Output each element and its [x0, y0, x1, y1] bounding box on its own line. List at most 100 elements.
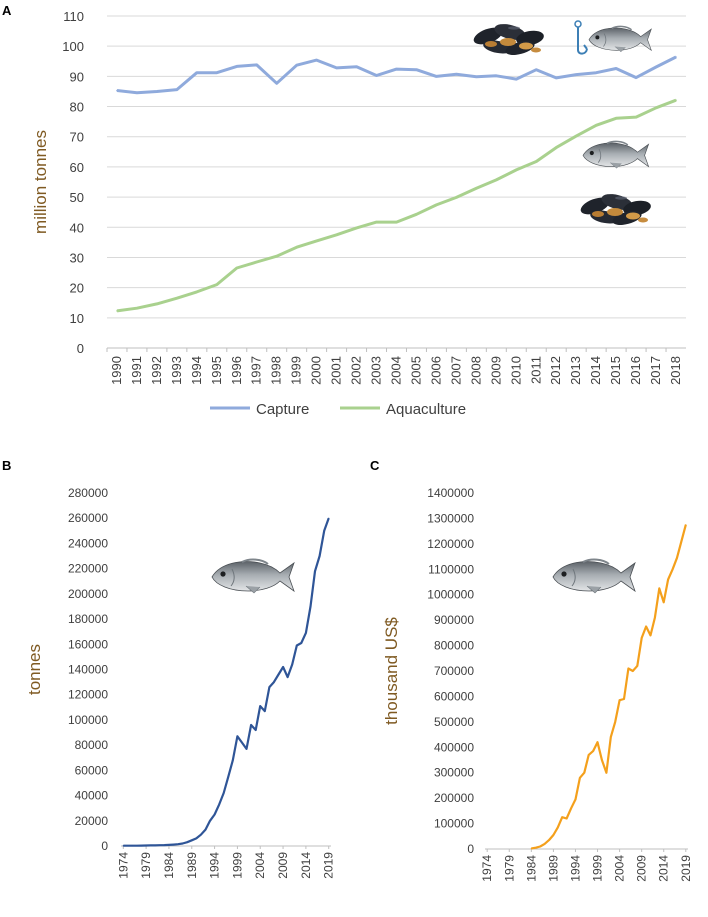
- panel-a-x-tick-labels: 1990 1991 1992 1993 1994 1995 1996 1997 1998 1999…: [106, 348, 683, 385]
- fish-image-panel-b: [211, 558, 295, 594]
- panel-a-legend: Capture Aquaculture: [210, 401, 466, 418]
- panel-a-point-capture: [615, 67, 617, 70]
- panel-b-point: [227, 776, 229, 778]
- panel-c-point: [588, 754, 590, 756]
- panel-a-point-capture: [176, 88, 178, 91]
- panel-a-x-tick-label: 1999: [289, 356, 304, 385]
- panel-c-y-tick-label: 500000: [434, 715, 474, 729]
- panel-a-y-axis-label: million tonnes: [31, 130, 50, 234]
- panel-a-point-capture: [335, 67, 338, 69]
- panel-a-point-aquaculture: [415, 213, 418, 216]
- panel-c-point: [552, 834, 555, 836]
- panel-c-y-tick-label: 100000: [434, 817, 474, 831]
- panel-a-point-aquaculture: [675, 99, 677, 102]
- panel-a-point-capture: [495, 74, 498, 77]
- panel-c-point: [570, 807, 572, 809]
- panel-c-x-tick-label: 2004: [613, 855, 627, 882]
- panel-a-point-aquaculture: [595, 124, 597, 127]
- fish-image-panel-c: [552, 558, 636, 594]
- panel-c-point: [614, 721, 616, 723]
- panel-b-point: [245, 748, 248, 750]
- panel-a-x-tick-label: 2009: [488, 356, 503, 385]
- fish-hook-image: [574, 20, 588, 55]
- panel-c-point: [543, 843, 546, 845]
- panel-c-x-tick-label: 1984: [524, 855, 538, 882]
- panel-a-point-capture: [116, 89, 118, 92]
- panel-a-y-tick-label: 20: [70, 281, 84, 296]
- panel-b-line: [123, 517, 330, 847]
- panel-a-point-aquaculture: [196, 291, 198, 293]
- panel-a-point-capture: [655, 66, 657, 68]
- panel-a-point-aquaculture: [176, 297, 178, 300]
- panel-c-point: [583, 772, 585, 774]
- panel-b-point: [150, 844, 152, 847]
- panel-b-point: [300, 642, 302, 644]
- panel-a-point-capture: [235, 65, 238, 68]
- panel-c-point: [623, 698, 625, 700]
- panel-c-x-tick-label: 2019: [679, 855, 693, 882]
- panel-a-point-aquaculture: [235, 267, 238, 269]
- panel-a-point-aquaculture: [315, 240, 318, 242]
- panel-c-point: [548, 839, 550, 841]
- panel-b-point: [163, 844, 165, 846]
- panel-a-y-tick-label: 50: [70, 190, 84, 205]
- panel-a-y-tick-label: 100: [62, 39, 84, 54]
- panel-a-x-tick-label: 1997: [249, 356, 264, 385]
- panel-a-x-tick-label: 2003: [369, 356, 384, 385]
- panel-c-point: [641, 637, 643, 639]
- legend-label-aquaculture: Aquaculture: [386, 401, 466, 418]
- panel-b-point: [200, 834, 202, 836]
- panel-c-x-tick-label: 1999: [591, 855, 605, 882]
- panel-a-x-tick-label: 2011: [528, 356, 543, 384]
- panel-b-point: [291, 663, 293, 666]
- panel-a-point-aquaculture: [535, 160, 538, 163]
- panel-a-y-tick-labels: 0 10 20 30 40 50 60 70 80 90 100 110: [62, 9, 84, 356]
- panel-c-point: [627, 667, 630, 670]
- panel-a-x-tick-label: 2008: [468, 356, 483, 385]
- panel-a-x-tick-label: 2001: [329, 356, 344, 385]
- panel-a-point-capture: [196, 71, 198, 74]
- panel-a-point-aquaculture: [136, 307, 138, 309]
- panel-a-point-capture: [395, 68, 398, 70]
- panel-c-y-tick-label: 200000: [434, 791, 474, 805]
- panel-a-point-capture: [255, 64, 258, 66]
- panel-b-y-tick-label: 60000: [75, 763, 109, 777]
- panel-c-y-tick-label: 800000: [434, 639, 474, 653]
- panel-a-y-tick-label: 70: [70, 130, 84, 145]
- panel-a-gridlines: [107, 15, 686, 349]
- panel-a-x-tick-label: 1998: [269, 356, 284, 385]
- panel-b-x-tick-label: 1994: [208, 852, 222, 879]
- panel-c-point: [685, 524, 687, 526]
- panel-c-point: [654, 617, 656, 619]
- panel-a-line-capture: [116, 55, 677, 95]
- panel-b-y-tick-label: 40000: [75, 789, 109, 803]
- panel-c-y-tick-label: 0: [467, 842, 474, 856]
- panel-a-y-tick-label: 30: [70, 250, 84, 265]
- panel-b-y-tick-label: 100000: [68, 713, 108, 727]
- panel-b-point: [136, 845, 138, 847]
- panel-c-point: [658, 587, 660, 589]
- panel-a-x-tick-label: 2014: [588, 356, 603, 385]
- panel-b-y-axis-label: tonnes: [25, 644, 44, 695]
- panel-b-point: [182, 842, 184, 845]
- panel-a-point-aquaculture: [635, 116, 637, 118]
- panel-a-point-capture: [295, 64, 298, 66]
- panel-c-point: [579, 777, 581, 779]
- panel-c-y-tick-label: 900000: [434, 613, 474, 627]
- panel-b-point: [209, 820, 211, 822]
- panel-a-point-capture: [275, 82, 278, 85]
- panel-c-x-tick-label: 1979: [502, 855, 516, 882]
- panel-a-point-aquaculture: [355, 227, 358, 229]
- panel-b-point: [218, 803, 220, 805]
- panel-b-y-tick-label: 200000: [68, 587, 108, 601]
- panel-b-point: [145, 844, 147, 847]
- panel-a-point-aquaculture: [116, 310, 118, 312]
- panel-c-y-tick-label: 700000: [434, 664, 474, 678]
- panel-a-x-tick-label: 2013: [568, 356, 583, 385]
- panel-b-point: [255, 729, 257, 731]
- panel-c-x-tick-label: 1974: [480, 855, 494, 882]
- panel-b-point: [305, 632, 307, 634]
- panel-a-point-aquaculture: [475, 187, 478, 190]
- panel-b-y-tick-label: 260000: [68, 511, 108, 525]
